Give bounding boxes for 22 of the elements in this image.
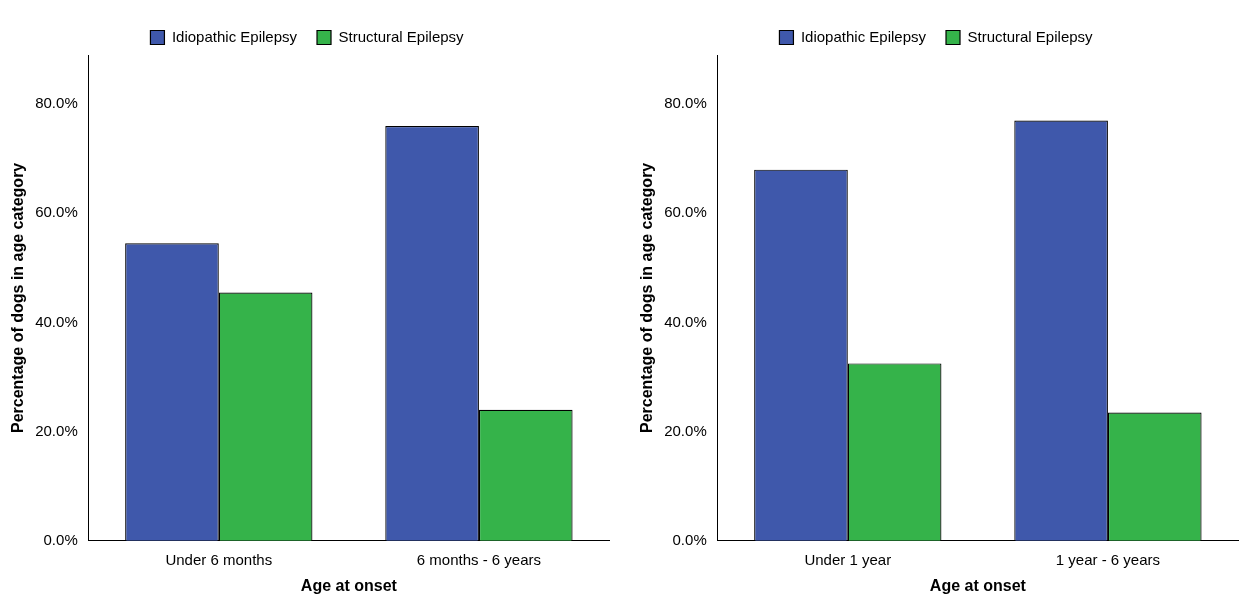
x-tick-label: 1 year - 6 years [1055,550,1161,568]
y-tick-label: 40.0% [35,312,78,330]
legend-label: Structural Epilepsy [338,27,465,45]
y-tick-label: 40.0% [664,312,707,330]
legend-label: Idiopathic Epilepsy [171,27,298,45]
y-tick-label: 60.0% [35,203,78,221]
y-tick-label: 20.0% [664,421,707,439]
x-axis-title: Age at onset [300,576,398,594]
legend-label: Structural Epilepsy [967,27,1094,45]
y-tick-label: 0.0% [43,530,78,548]
y-tick-label: 60.0% [664,203,707,221]
y-tick-label: 0.0% [672,530,707,548]
y-axis-title: Percentage of dogs in age category [9,162,27,434]
y-axis-title: Percentage of dogs in age category [638,162,656,434]
x-tick-label: Under 1 year [804,550,892,568]
y-tick-label: 80.0% [664,94,707,112]
legend-label: Idiopathic Epilepsy [800,27,927,45]
x-axis-title: Age at onset [929,576,1027,594]
x-tick-label: 6 months - 6 years [416,550,542,568]
y-tick-label: 80.0% [35,94,78,112]
x-tick-label: Under 6 months [165,550,273,568]
y-tick-label: 20.0% [35,421,78,439]
